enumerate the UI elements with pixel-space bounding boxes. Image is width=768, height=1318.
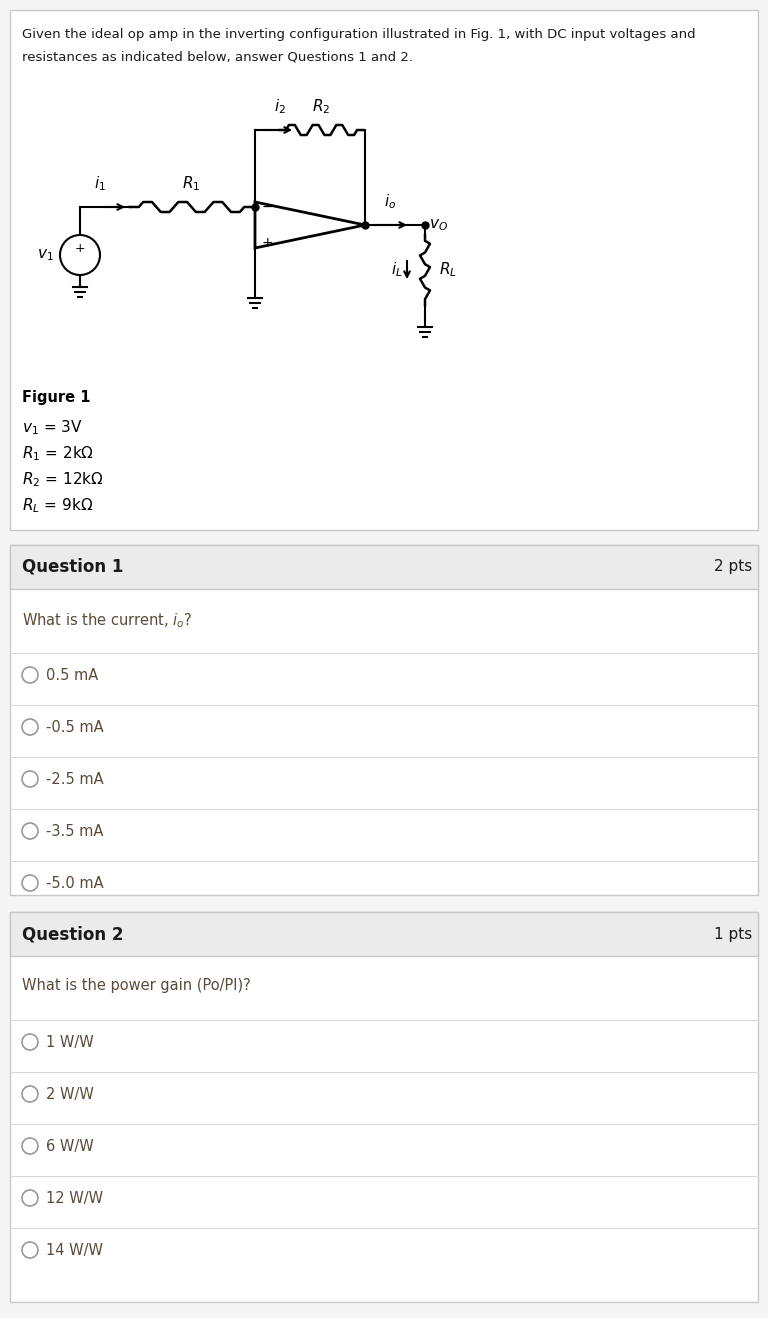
Text: $R_2$: $R_2$: [313, 98, 331, 116]
Text: -5.0 mA: -5.0 mA: [46, 875, 104, 891]
Text: +: +: [261, 236, 273, 250]
Text: +: +: [74, 243, 85, 256]
Text: 1 W/W: 1 W/W: [46, 1035, 94, 1049]
Text: -0.5 mA: -0.5 mA: [46, 720, 104, 734]
Bar: [10, 11, 758, 530]
Text: -2.5 mA: -2.5 mA: [46, 771, 104, 787]
Text: 2 pts: 2 pts: [713, 560, 752, 575]
Text: 6 W/W: 6 W/W: [46, 1139, 94, 1153]
Text: 2 W/W: 2 W/W: [46, 1086, 94, 1102]
Text: What is the power gain (Po/PI)?: What is the power gain (Po/PI)?: [22, 978, 250, 992]
Text: Given the ideal op amp in the inverting configuration illustrated in Fig. 1, wit: Given the ideal op amp in the inverting …: [22, 28, 696, 41]
Text: $R_L$ = 9k$\Omega$: $R_L$ = 9k$\Omega$: [22, 496, 93, 515]
Text: 12 W/W: 12 W/W: [46, 1190, 103, 1206]
Text: $R_1$: $R_1$: [182, 174, 200, 192]
Text: $R_2$ = 12k$\Omega$: $R_2$ = 12k$\Omega$: [22, 471, 104, 489]
Bar: [10, 546, 758, 895]
Text: $i_L$: $i_L$: [392, 261, 403, 279]
Text: $R_L$: $R_L$: [439, 261, 457, 279]
Text: $v_O$: $v_O$: [429, 217, 448, 233]
Text: −: −: [261, 200, 273, 214]
Text: $v_1$: $v_1$: [38, 248, 54, 262]
Text: $i_1$: $i_1$: [94, 174, 106, 192]
Text: resistances as indicated below, answer Questions 1 and 2.: resistances as indicated below, answer Q…: [22, 50, 413, 63]
Text: $i_2$: $i_2$: [274, 98, 286, 116]
Text: $v_1$ = 3V: $v_1$ = 3V: [22, 418, 82, 436]
Text: $i_o$: $i_o$: [384, 192, 396, 211]
Text: 0.5 mA: 0.5 mA: [46, 667, 98, 683]
Text: Question 2: Question 2: [22, 925, 124, 942]
Text: -3.5 mA: -3.5 mA: [46, 824, 104, 838]
Text: 14 W/W: 14 W/W: [46, 1243, 103, 1257]
Bar: [10, 546, 758, 589]
Text: $R_1$ = 2k$\Omega$: $R_1$ = 2k$\Omega$: [22, 444, 94, 463]
Text: What is the current, $i_o$?: What is the current, $i_o$?: [22, 612, 192, 630]
Text: 1 pts: 1 pts: [713, 927, 752, 941]
Text: Figure 1: Figure 1: [22, 390, 91, 405]
Bar: [10, 912, 758, 1302]
Bar: [10, 912, 758, 956]
Text: Question 1: Question 1: [22, 558, 124, 576]
